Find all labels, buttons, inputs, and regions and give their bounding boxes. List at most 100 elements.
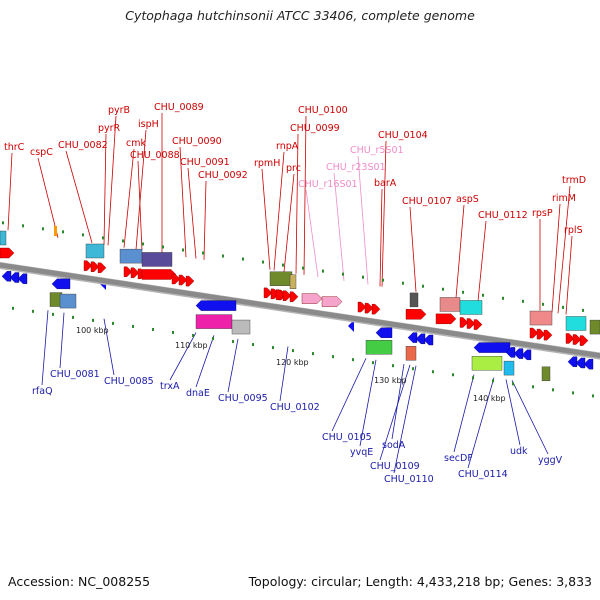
gene-label-forward: prc: [286, 163, 301, 174]
tick-upper: [122, 239, 124, 243]
reverse-gene-arrow: [513, 348, 524, 359]
forward-gene-arrow: [0, 247, 15, 259]
reverse-gene-arrow: [583, 358, 594, 370]
gene-label-forward: CHU_0088: [130, 150, 180, 161]
reverse-gene-arrow: [51, 278, 71, 290]
tick-upper: [262, 260, 264, 264]
leader-line: [409, 206, 417, 292]
leader-line: [103, 133, 107, 245]
feature-box: [231, 319, 251, 335]
feature-box: [119, 248, 143, 264]
leader-line: [279, 346, 289, 402]
feature-box: [289, 274, 297, 289]
genome-summary: Topology: circular; Length: 4,433,218 bp…: [248, 574, 592, 589]
feature-marker: [348, 320, 354, 332]
leader-line: [453, 374, 475, 453]
gene-label-forward: CHU_0082: [58, 140, 108, 151]
gene-label-forward: CHU_0089: [154, 102, 204, 113]
gene-label-reverse: CHU_0110: [384, 474, 434, 485]
gene-label-forward: CHU_r23S01: [326, 162, 386, 173]
scale-label: 110 kbp: [175, 341, 208, 350]
reverse-gene-arrow: [375, 327, 393, 338]
feature-box: [459, 300, 483, 315]
gene-label-forward: CHU_0112: [478, 210, 528, 221]
forward-gene-arrow: [435, 313, 457, 325]
tick-upper: [162, 245, 164, 249]
tick-upper: [2, 221, 4, 225]
forward-gene-arrow: [263, 287, 273, 299]
gene-labels: thrC cspCCHU_0082pyrRpyrBcmkispHCHU_0088C…: [4, 102, 586, 485]
tick-lower: [272, 346, 274, 350]
gene-label-reverse: CHU_0102: [270, 402, 320, 413]
tick-lower: [52, 312, 54, 316]
gene-label-reverse: yvqE: [350, 447, 373, 458]
leader-line: [467, 377, 495, 469]
forward-gene-arrow: [529, 327, 539, 339]
tick-upper: [142, 242, 144, 246]
tick-upper: [42, 227, 44, 231]
gene-label-forward: cspC: [30, 147, 53, 158]
tick-lower: [472, 376, 474, 380]
tick-lower: [192, 333, 194, 337]
tick-lower: [12, 306, 14, 310]
tick-lower: [232, 340, 234, 344]
forward-gene-arrow: [579, 335, 589, 346]
reverse-gene-arrow: [1, 271, 12, 282]
gene-label-forward: aspS: [456, 194, 479, 205]
tick-upper: [322, 269, 324, 273]
scale-label: 140 kbp: [473, 394, 506, 403]
tick-lower: [412, 367, 414, 371]
leader-line: [179, 146, 187, 258]
leader-line: [303, 115, 307, 275]
forward-gene-arrow: [171, 273, 181, 285]
leader-line: [195, 335, 215, 388]
feature-box: [439, 297, 461, 312]
label-leader-lines: [7, 113, 573, 474]
tick-lower: [392, 364, 394, 368]
tick-upper: [462, 290, 464, 294]
gene-label-forward: trmD: [562, 175, 586, 186]
forward-gene-arrow: [130, 267, 140, 278]
tick-lower: [532, 385, 534, 389]
tick-upper: [382, 278, 384, 282]
leader-line: [331, 358, 367, 432]
tick-upper: [182, 248, 184, 252]
forward-gene-arrow: [536, 328, 546, 340]
forward-gene-arrow: [466, 318, 476, 329]
gene-label-forward: pyrR: [98, 123, 121, 134]
leader-line: [557, 185, 571, 314]
gene-label-forward: CHU_r16S01: [298, 179, 358, 190]
tick-marks: [2, 221, 594, 398]
scale-label: 100 kbp: [76, 326, 109, 335]
leader-line: [565, 235, 573, 315]
tick-lower: [112, 321, 114, 325]
leader-line: [135, 129, 147, 250]
feature-box: [541, 366, 551, 382]
leader-line: [511, 380, 549, 455]
leader-line: [7, 152, 13, 231]
feature-box: [471, 356, 503, 371]
feature-marker: [54, 226, 57, 236]
leader-line: [203, 180, 207, 260]
feature-box: [405, 346, 417, 361]
reverse-gene-arrow: [9, 272, 20, 283]
tick-lower: [372, 361, 374, 365]
gene-label-reverse: rfaQ: [32, 386, 53, 397]
tick-upper: [22, 224, 24, 228]
scale-labels: 100 kbp 110 kbp 120 kbp 130 kbp 140 kbp: [76, 326, 506, 403]
gene-label-forward: thrC: [4, 142, 25, 153]
tick-lower: [172, 330, 174, 334]
gene-arrows: [0, 247, 594, 370]
tick-upper: [422, 284, 424, 288]
leader-line: [103, 318, 115, 376]
scale-label: 130 kbp: [374, 376, 407, 385]
tick-upper: [102, 236, 104, 240]
forward-gene-arrow: [565, 333, 575, 344]
gene-label-forward: CHU_r5S01: [350, 145, 404, 156]
forward-gene-arrow: [357, 301, 367, 313]
reverse-gene-arrow: [415, 333, 426, 345]
tick-lower: [32, 309, 34, 313]
gene-label-forward: rnpA: [276, 141, 299, 152]
gene-label-forward: CHU_0090: [172, 136, 222, 147]
leader-line: [393, 365, 417, 474]
